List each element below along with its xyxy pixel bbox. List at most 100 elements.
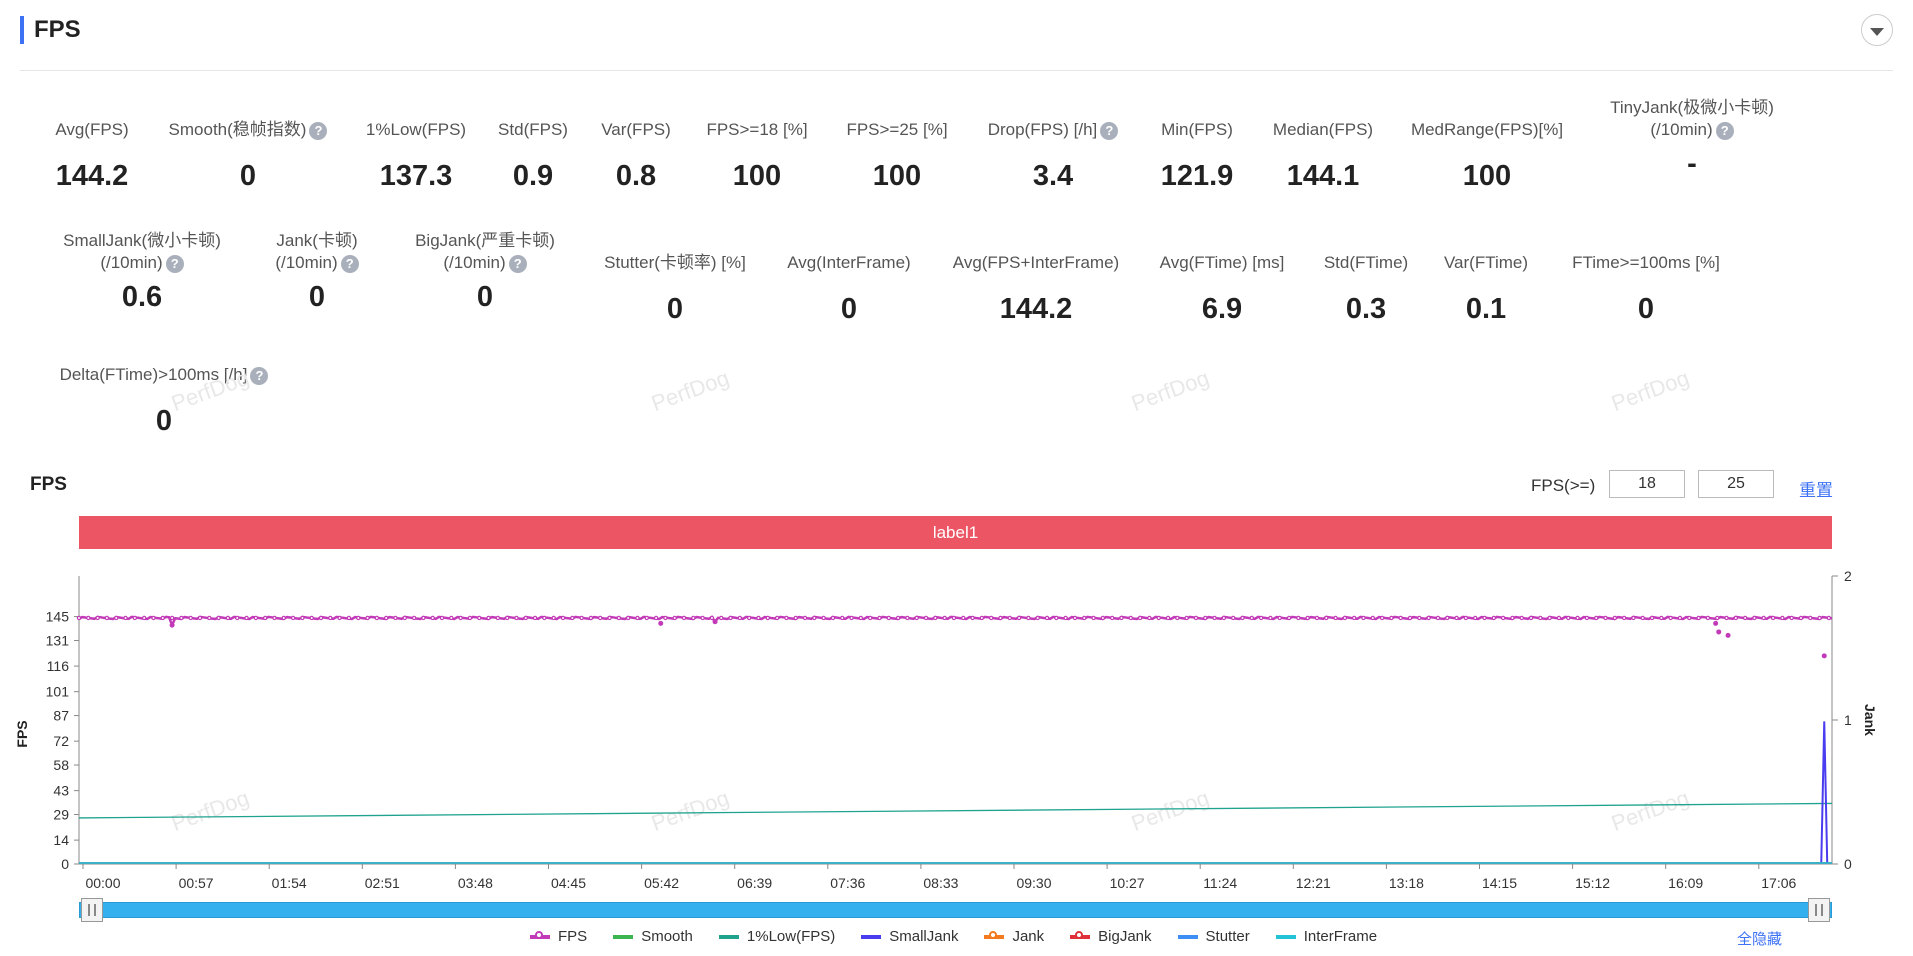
- fps-point: [1724, 615, 1729, 621]
- fps-point: [1491, 615, 1497, 621]
- fps-point: [1333, 615, 1338, 621]
- metric-ftime-100ms: FTime>=100ms [%] 0: [1496, 252, 1796, 327]
- fps-point: [1715, 615, 1720, 621]
- fps-point: [1770, 615, 1776, 621]
- fps-point: [653, 615, 659, 621]
- fps-point: [1286, 615, 1292, 621]
- chevron-down-icon: [1870, 27, 1884, 36]
- metric-label-text: Std(FTime): [1323, 253, 1409, 272]
- x-tick-label: 16:09: [1668, 875, 1703, 890]
- collapse-button[interactable]: [1861, 14, 1893, 46]
- fps-chart[interactable]: 0 14 29 43 58 72 87 101 116 131 145 0 1 2 00:00 00:57 01…: [0, 560, 1913, 890]
- fps-point: [551, 615, 556, 621]
- help-icon[interactable]: ?: [508, 254, 527, 273]
- slider-handle-right[interactable]: [1808, 898, 1830, 922]
- y-tick-label: 0: [61, 856, 69, 872]
- fps-point: [1687, 615, 1692, 621]
- metric-value: 144.2: [999, 293, 1073, 325]
- legend-item-stutter[interactable]: Stutter: [1177, 928, 1250, 945]
- x-tick-label: 15:12: [1575, 875, 1610, 890]
- metric-label-text: 1%Low(FPS): [365, 120, 467, 139]
- reset-link[interactable]: 重置: [1799, 481, 1833, 500]
- x-tick-label: 10:27: [1110, 875, 1145, 890]
- fps-point: [1612, 615, 1618, 621]
- fps-point: [1109, 615, 1115, 621]
- y-tick-label: 101: [46, 684, 70, 700]
- fps-point: [1640, 615, 1645, 621]
- metric-label: FTime>=100ms [%]: [1496, 252, 1796, 274]
- metric-value: 144.1: [1286, 160, 1360, 192]
- x-tick-label: 07:36: [830, 875, 865, 890]
- metric-medrange-fps: MedRange(FPS)[%] 100: [1337, 119, 1637, 194]
- fps-point: [1426, 615, 1431, 621]
- x-tick-label: 01:54: [272, 875, 307, 890]
- low1-series-line: [78, 802, 1833, 819]
- legend-swatch: [613, 934, 634, 939]
- metric-label: Jank(卡顿): [167, 230, 467, 252]
- fps-point: [1826, 615, 1832, 621]
- x-tick-label: 05:42: [644, 875, 679, 890]
- legend-item-1-low-fps-[interactable]: 1%Low(FPS): [718, 928, 835, 945]
- time-range-slider[interactable]: [79, 902, 1832, 918]
- fps-point: [383, 615, 389, 621]
- watermark: PerfDog: [1607, 364, 1693, 417]
- metric-delta-ftime-100ms-h: Delta(FTime)>100ms [/h]? 0: [14, 364, 314, 439]
- fps-point: [802, 615, 808, 621]
- metric-label-text: Avg(InterFrame): [787, 253, 911, 272]
- y-tick-label: 116: [47, 658, 70, 674]
- x-tick-label: 17:06: [1761, 875, 1796, 890]
- fps-point: [830, 615, 836, 621]
- fps-threshold-1-input[interactable]: [1609, 470, 1685, 498]
- metric-label: MedRange(FPS)[%]: [1337, 119, 1637, 141]
- slider-handle-left[interactable]: [81, 898, 103, 922]
- x-tick-label: 03:48: [458, 875, 493, 890]
- metric-value: 100: [732, 160, 782, 192]
- hide-all-link[interactable]: 全隐藏: [1737, 931, 1783, 948]
- fps-point: [1026, 615, 1031, 621]
- metric-unit-text: (/10min): [1650, 120, 1713, 139]
- fps-point: [1268, 615, 1273, 621]
- fps-point: [1091, 615, 1096, 621]
- fps-point: [644, 615, 649, 621]
- fps-point: [95, 615, 100, 621]
- metric-label: Delta(FTime)>100ms [/h]?: [14, 364, 314, 386]
- fps-point: [1370, 615, 1376, 621]
- fps-point: [635, 615, 640, 621]
- legend-item-smooth[interactable]: Smooth: [613, 928, 693, 945]
- legend-item-interframe[interactable]: InterFrame: [1275, 928, 1377, 945]
- fps-point: [625, 615, 631, 621]
- help-icon[interactable]: ?: [1715, 121, 1734, 140]
- fps-point: [598, 615, 603, 621]
- fps-point: [430, 615, 435, 621]
- legend-item-jank[interactable]: Jank: [984, 928, 1044, 945]
- fps-point: [1137, 615, 1143, 621]
- chart-title: FPS: [30, 474, 67, 495]
- help-icon[interactable]: ?: [309, 121, 328, 140]
- watermark: PerfDog: [647, 364, 733, 417]
- fps-point: [1817, 615, 1822, 621]
- metric-value: 137.3: [379, 160, 453, 192]
- fps-dip-point: [658, 620, 664, 626]
- fps-point: [477, 615, 482, 621]
- help-icon[interactable]: ?: [1100, 121, 1119, 140]
- fps-point: [1100, 615, 1106, 621]
- legend-item-bigjank[interactable]: BigJank: [1070, 928, 1152, 945]
- fps-point: [849, 615, 854, 621]
- help-icon[interactable]: ?: [340, 254, 359, 273]
- legend-swatch: [718, 934, 739, 939]
- help-icon[interactable]: ?: [250, 366, 269, 385]
- fps-point: [1435, 615, 1441, 621]
- fps-threshold-2-input[interactable]: [1698, 470, 1774, 498]
- fps-point: [1296, 615, 1301, 621]
- legend-item-smalljank[interactable]: SmallJank: [861, 928, 958, 945]
- fps-point: [458, 615, 463, 621]
- label-band[interactable]: label1: [79, 516, 1832, 549]
- help-icon[interactable]: ?: [165, 254, 184, 273]
- fps-point: [1603, 615, 1608, 621]
- fps-point: [672, 615, 677, 621]
- metric-label: Stutter(卡顿率) [%]: [525, 252, 825, 274]
- legend-item-fps[interactable]: FPS: [530, 928, 587, 945]
- fps-point: [467, 615, 473, 621]
- metric-label-text: Min(FPS): [1161, 120, 1233, 139]
- metric-value: 100: [1462, 160, 1512, 192]
